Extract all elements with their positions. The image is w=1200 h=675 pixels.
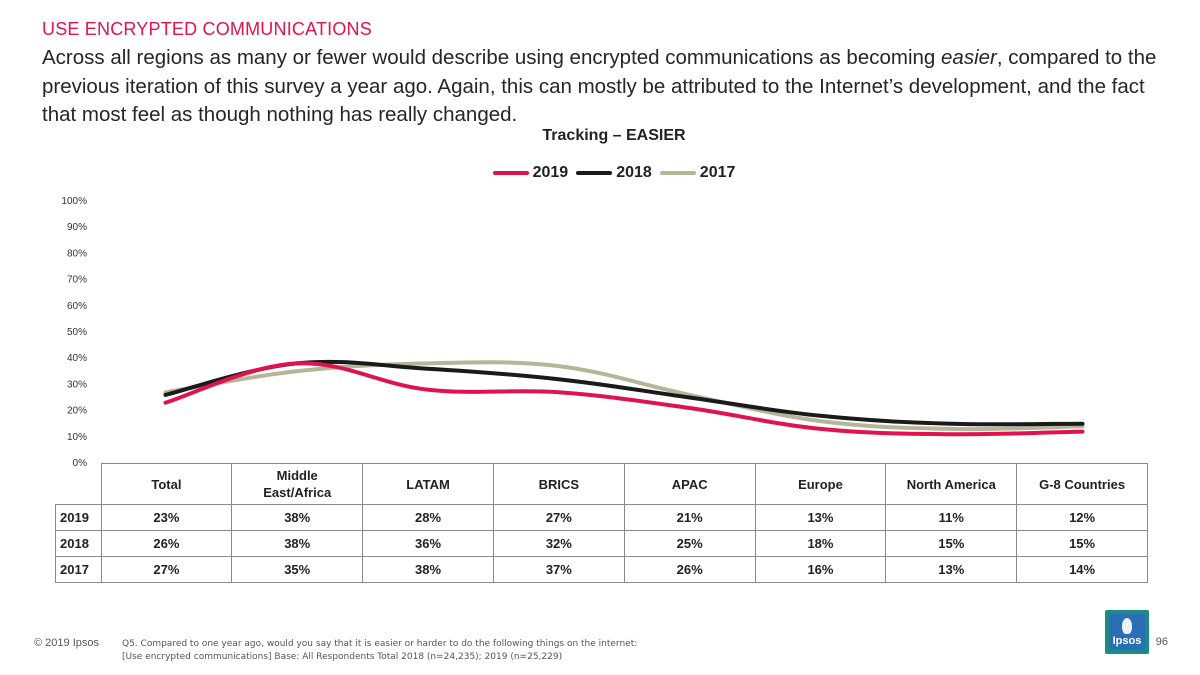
table-row: 2019 23% 38% 28% 27% 21% 13% 11% 12% <box>55 504 1148 531</box>
ipsos-logo: Ipsos <box>1105 610 1149 654</box>
headline: Across all regions as many or fewer woul… <box>42 44 1167 130</box>
series-line-2017 <box>163 360 1085 432</box>
table-cell-value: 13% <box>885 556 1018 583</box>
headline-emphasis: easier <box>941 46 997 69</box>
table-column-header: North America <box>885 463 1018 505</box>
table-row: 2018 26% 38% 36% 32% 25% 18% 15% 15% <box>55 530 1148 557</box>
table-cell-value: 37% <box>492 556 625 583</box>
table-cell-value: 15% <box>1016 530 1148 557</box>
logo-mark-icon <box>1122 618 1132 634</box>
footnote-question: Q5. Compared to one year ago, would you … <box>122 639 638 649</box>
logo-text: Ipsos <box>1112 635 1142 647</box>
legend-item-2018: 2018 <box>576 164 652 182</box>
legend-label: 2017 <box>699 164 736 181</box>
y-tick-label: 40% <box>67 353 87 364</box>
y-tick-label: 50% <box>67 327 87 338</box>
copyright: © 2019 Ipsos <box>34 637 99 649</box>
table-cell-value: 28% <box>362 504 494 531</box>
table-row-label: 2019 <box>55 504 102 531</box>
legend-item-2019: 2019 <box>492 164 569 182</box>
table-cell-value: 14% <box>1016 556 1148 583</box>
table-cell-value: 12% <box>1016 504 1148 531</box>
data-table: Total Middle East/Africa LATAM BRICS APAC Euro… <box>55 463 1148 583</box>
line-chart: 0%10%20%30%40%50%60%70%80%90%100% <box>61 196 1085 469</box>
table-cell-value: 18% <box>754 530 887 557</box>
table-column-header: G-8 Countries <box>1016 463 1148 505</box>
legend-swatch <box>659 171 696 175</box>
y-tick-label: 90% <box>67 222 87 233</box>
legend-item-2017: 2017 <box>659 164 736 182</box>
table-column-header: Total <box>100 463 233 505</box>
table-cell-value: 25% <box>623 530 756 557</box>
footnote-base: [Use encrypted communications] Base: All… <box>122 652 563 662</box>
table-row-label: 2017 <box>55 556 102 583</box>
table-cell-value: 26% <box>623 556 756 583</box>
table-cell-value: 13% <box>754 504 887 531</box>
section-title: USE ENCRYPTED COMMUNICATIONS <box>42 19 372 39</box>
footnote: Q5. Compared to one year ago, would you … <box>122 638 637 664</box>
y-tick-label: 60% <box>67 301 87 312</box>
table-cell-value: 32% <box>492 530 625 557</box>
legend-swatch <box>492 171 529 175</box>
table-cell-value: 38% <box>231 530 364 557</box>
legend-label: 2019 <box>532 164 569 181</box>
table-column-header: BRICS <box>492 463 625 505</box>
table-column-header: APAC <box>623 463 756 505</box>
table-cell-value: 38% <box>231 504 364 531</box>
table-column-header: Europe <box>754 463 887 505</box>
chart-title: Tracking – EASIER <box>542 127 686 144</box>
y-tick-label: 80% <box>67 248 87 259</box>
series-line-2019 <box>163 361 1085 437</box>
chart-legend: 2019 2018 2017 <box>0 164 1200 182</box>
table-cell-value: 35% <box>231 556 364 583</box>
y-tick-label: 30% <box>67 379 87 390</box>
headline-text: Across all regions as many or fewer woul… <box>42 46 942 69</box>
table-cell-value: 16% <box>754 556 887 583</box>
table-row: 2017 27% 35% 38% 37% 26% 16% 13% 14% <box>55 556 1148 583</box>
page-number: 96 <box>1155 636 1168 648</box>
y-tick-label: 70% <box>67 275 87 286</box>
headline-text-end: , compared to the previous iteration of … <box>42 46 1157 126</box>
table-cell-value: 38% <box>362 556 494 583</box>
table-cell-value: 11% <box>885 504 1018 531</box>
table-cell-value: 21% <box>623 504 756 531</box>
y-tick-label: 10% <box>67 432 87 443</box>
table-cell-value: 36% <box>362 530 494 557</box>
table-column-header: LATAM <box>362 463 494 505</box>
table-row-label: 2018 <box>55 530 102 557</box>
table-cell-value: 27% <box>100 556 233 583</box>
table-corner <box>55 463 102 505</box>
legend-swatch <box>576 171 613 175</box>
table-cell-value: 15% <box>885 530 1018 557</box>
table-cell-value: 26% <box>100 530 233 557</box>
y-tick-label: 20% <box>67 406 87 417</box>
table-column-header: Middle East/Africa <box>231 463 364 505</box>
legend-label: 2018 <box>616 164 652 181</box>
table-cell-value: 23% <box>100 504 233 531</box>
y-tick-label: 100% <box>61 196 87 207</box>
table-cell-value: 27% <box>492 504 625 531</box>
